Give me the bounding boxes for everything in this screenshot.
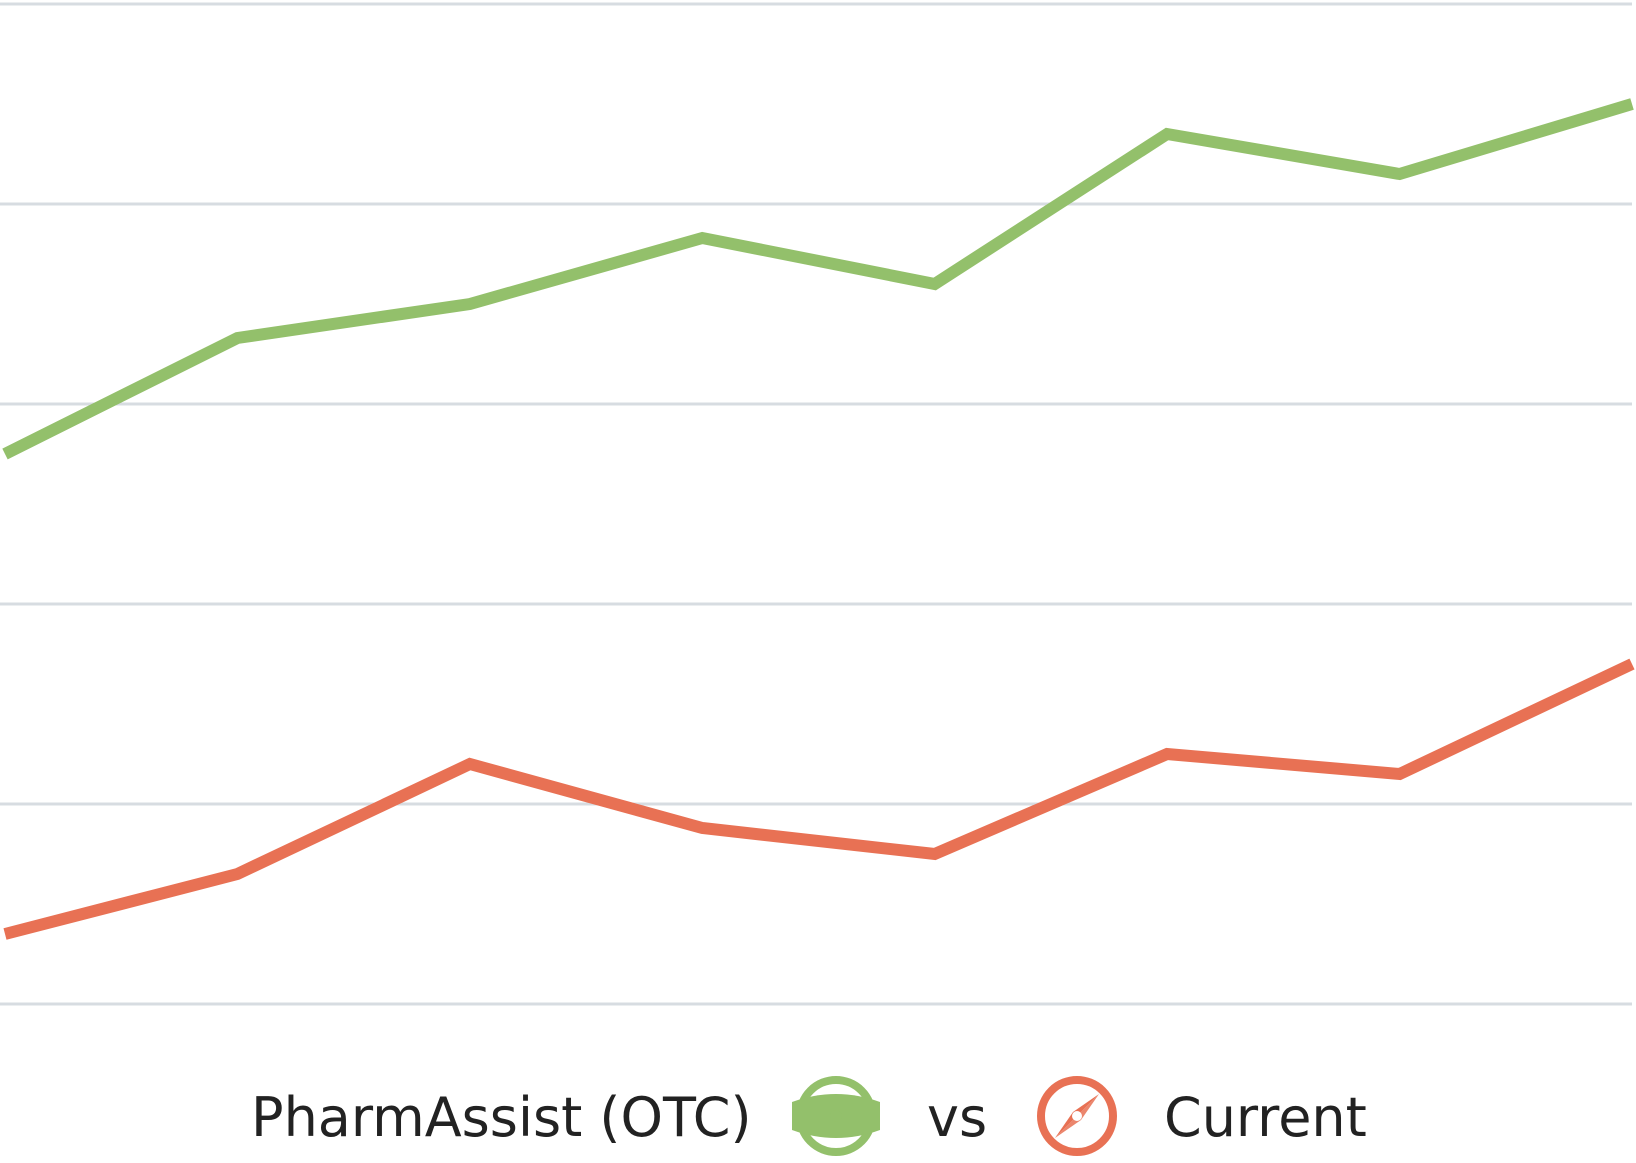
compass-icon: [1037, 1076, 1117, 1156]
legend-label-pharmassist: PharmAssist (OTC): [251, 1086, 752, 1149]
steering-wheel-icon: [792, 1076, 880, 1156]
legend: PharmAssist (OTC) vs Current: [251, 1076, 1367, 1156]
gridlines: [0, 2, 1632, 1006]
legend-label-current: Current: [1164, 1086, 1367, 1149]
series-line-pharmassist: [2, 98, 1634, 460]
legend-separator: vs: [927, 1086, 987, 1149]
series-line-current: [3, 658, 1635, 940]
series-lines: [2, 98, 1635, 940]
